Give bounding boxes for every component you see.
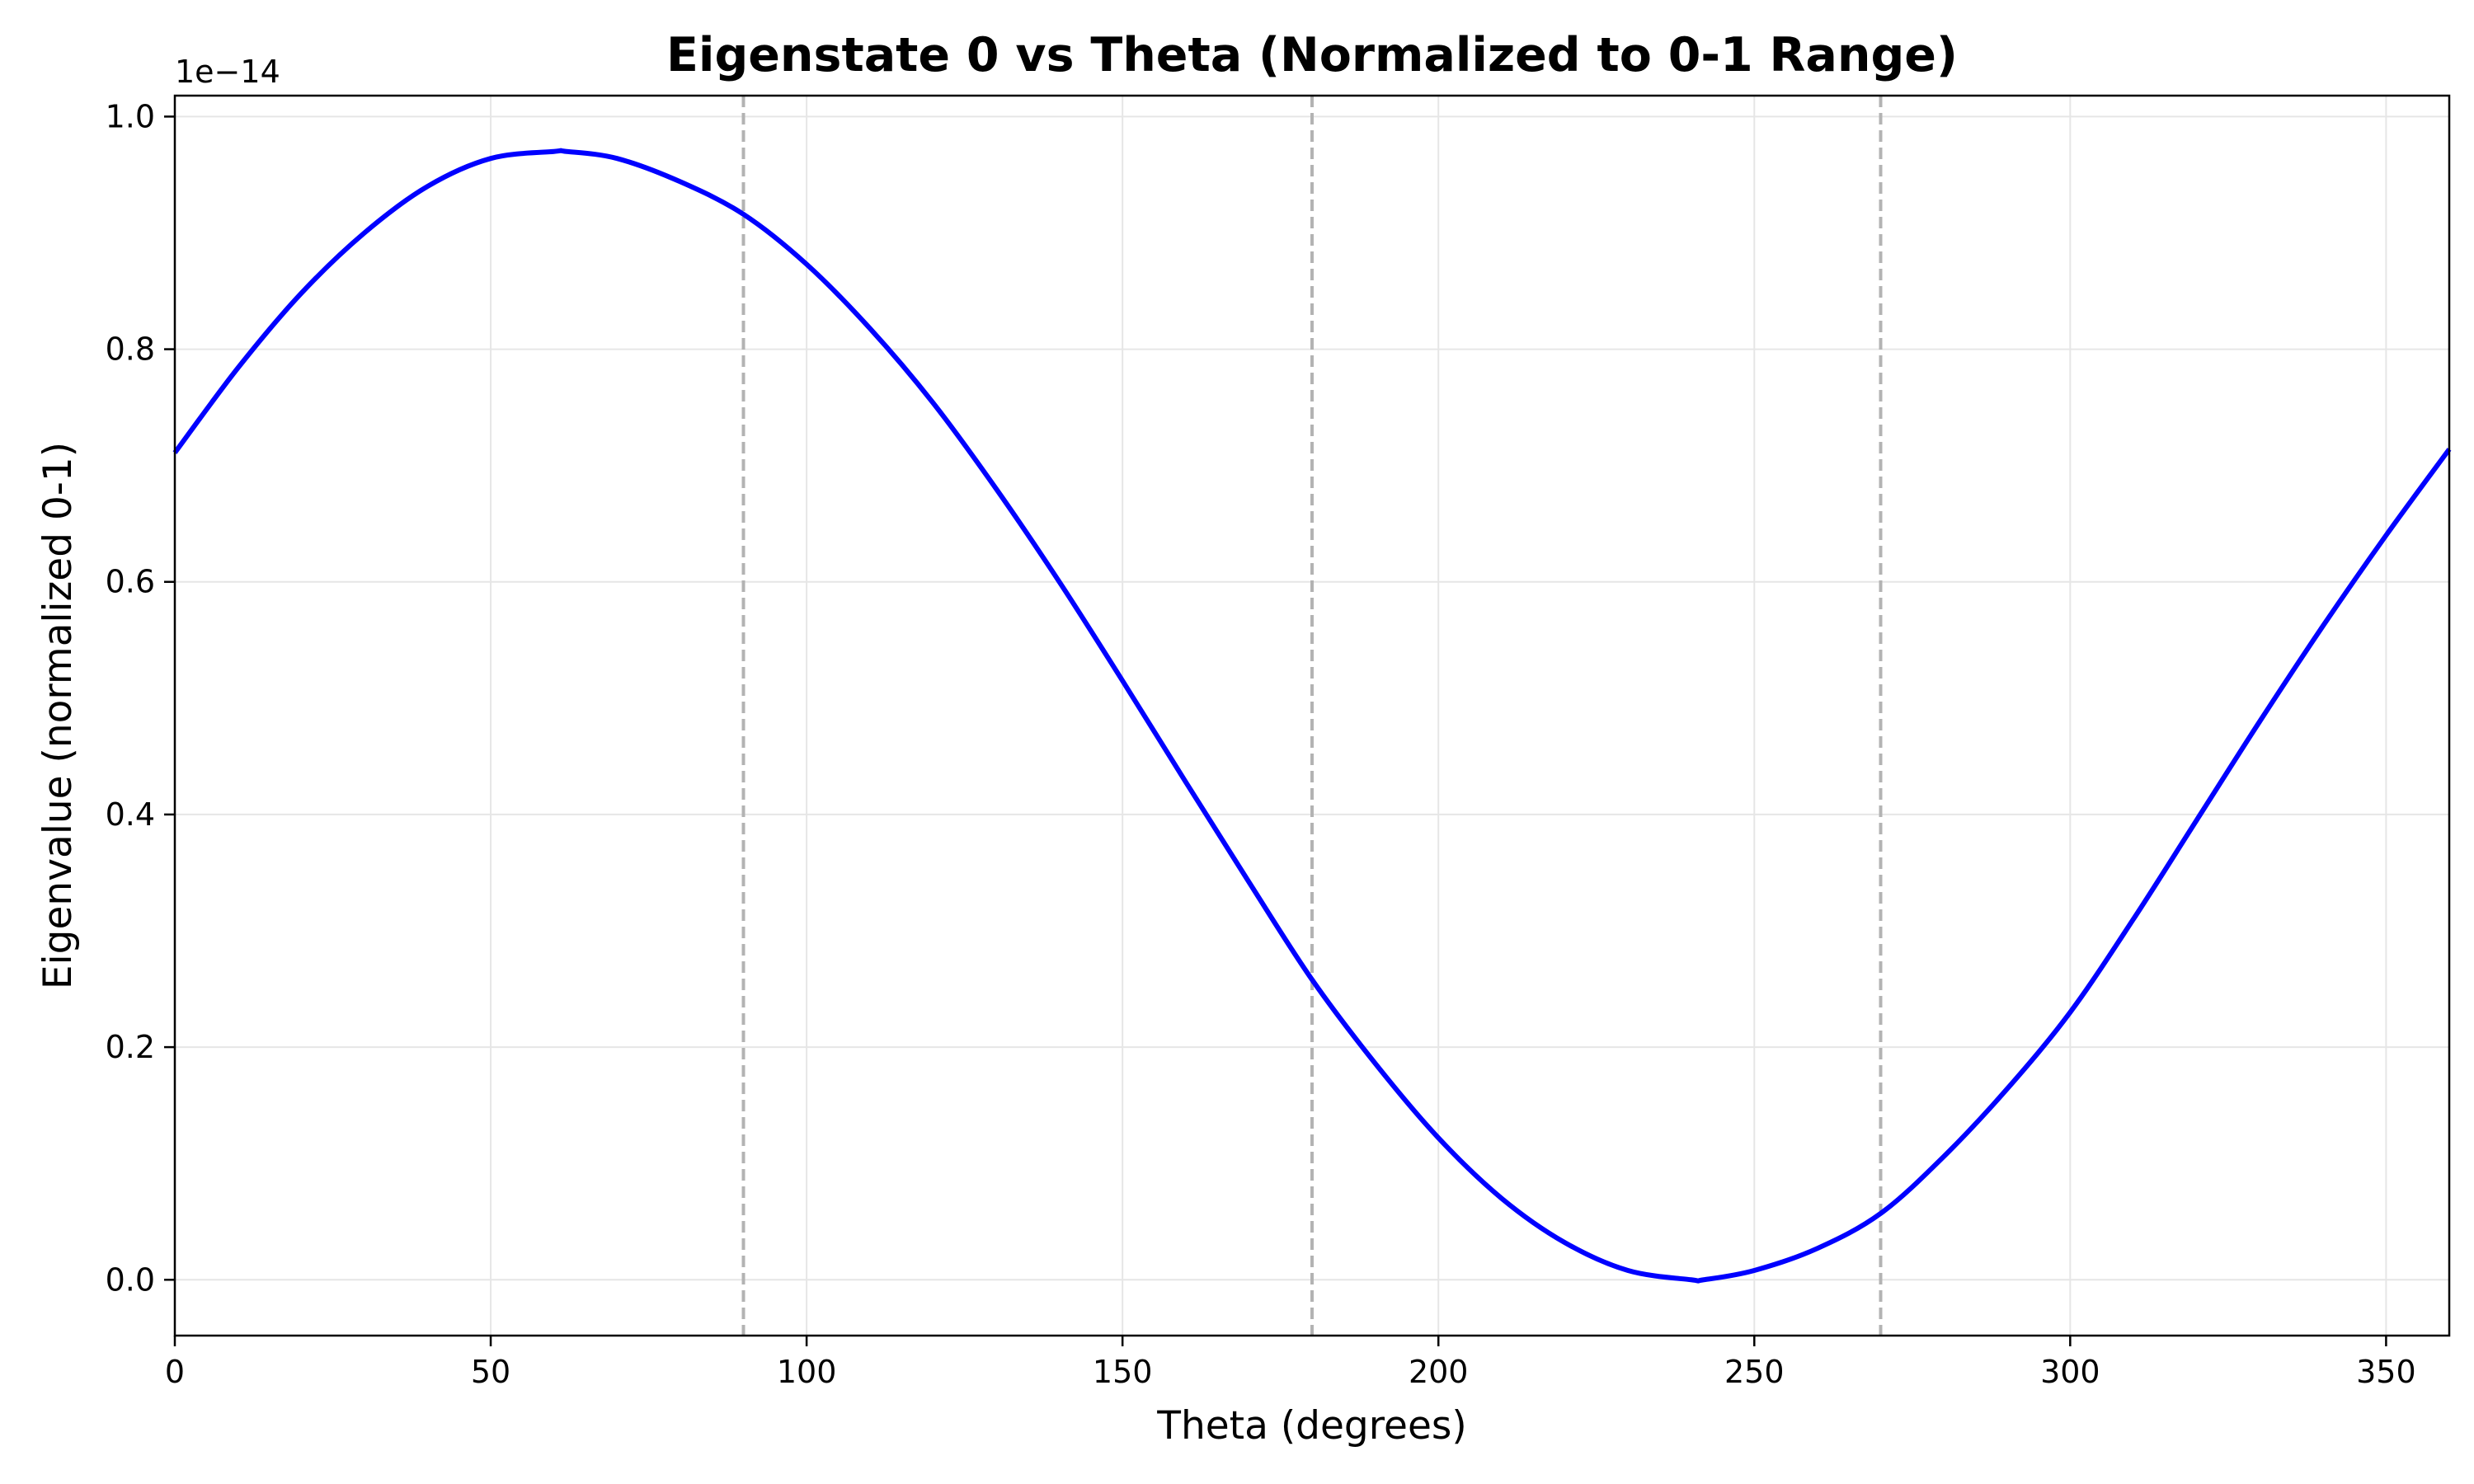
x-tick-label: 300 [2040,1354,2100,1390]
x-tick-label: 50 [471,1354,510,1390]
x-tick-label: 250 [1724,1354,1785,1390]
x-tick-label: 0 [165,1354,185,1390]
x-tick-label: 350 [2356,1354,2416,1390]
y-tick-label: 0.8 [106,331,155,368]
y-axis-offset-text: 1e−14 [175,54,280,90]
plot-frame [173,94,2451,1337]
series-layer [172,148,2452,1284]
y-tick-label: 0.0 [106,1261,155,1298]
y-axis-ticks: 0.0 0.2 0.4 0.6 0.8 1.0 [106,98,175,1298]
y-tick-label: 0.2 [106,1029,155,1065]
x-axis-ticks: 0 50 100 150 200 250 300 350 [165,1336,2416,1390]
grid [174,96,2449,1336]
y-tick-label: 1.0 [106,98,155,134]
reference-lines [741,96,1883,1336]
y-axis-label: Eigenvalue (normalized 0-1) [35,442,81,989]
x-tick-label: 150 [1093,1354,1153,1390]
x-tick-label: 100 [777,1354,837,1390]
chart-title: Eigenstate 0 vs Theta (Normalized to 0-1… [666,28,1958,82]
x-tick-label: 200 [1409,1354,1469,1390]
y-tick-label: 0.6 [106,564,155,600]
y-tick-label: 0.4 [106,796,155,833]
x-axis-label: Theta (degrees) [1156,1403,1466,1449]
series-line-0 [172,148,2452,1284]
